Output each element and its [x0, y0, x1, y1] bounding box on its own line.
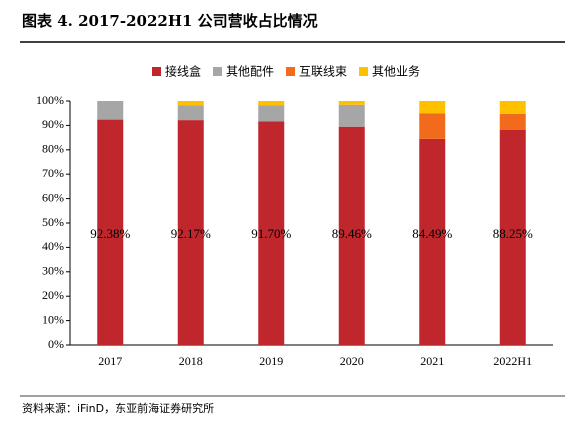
x-tick-label: 2018	[179, 354, 203, 368]
y-tick-label: 10%	[42, 312, 64, 326]
value-label: 92.17%	[171, 226, 211, 241]
value-label: 88.25%	[493, 226, 533, 241]
bar-segment	[338, 126, 365, 346]
x-tick-label: 2020	[340, 354, 364, 368]
bar-segment	[97, 119, 124, 345]
y-tick-label: 80%	[42, 142, 64, 156]
value-label: 91.70%	[251, 226, 291, 241]
bar-segment	[499, 129, 526, 345]
bar-segment	[177, 120, 204, 346]
value-label: 92.38%	[90, 226, 130, 241]
x-tick-label: 2019	[259, 354, 283, 368]
bar-segment	[338, 101, 365, 105]
y-tick-label: 90%	[42, 117, 64, 131]
y-tick-label: 0%	[48, 337, 64, 351]
value-label: 89.46%	[332, 226, 372, 241]
bar-segment	[499, 113, 526, 130]
y-tick-label: 40%	[42, 239, 64, 253]
bar-segment	[258, 105, 285, 122]
bar-segment	[258, 101, 285, 106]
y-tick-label: 60%	[42, 190, 64, 204]
bar-segment	[177, 101, 204, 106]
legend-label: 其他配件	[226, 65, 274, 79]
x-tick-label: 2021	[420, 354, 444, 368]
y-tick-label: 20%	[42, 288, 64, 302]
chart-title: 图表 4. 2017-2022H1 公司营收占比情况	[22, 12, 318, 30]
legend-swatch	[359, 67, 369, 76]
legend-swatch	[152, 67, 161, 76]
bar-segment	[419, 101, 446, 114]
bar-segment	[419, 138, 446, 345]
source: 资料来源：iFinD，东亚前海证券研究所	[22, 401, 214, 415]
x-tick-label: 2017	[98, 354, 122, 368]
bar-segment	[499, 101, 526, 114]
legend-swatch	[213, 67, 223, 76]
x-tick-label: 2022H1	[493, 354, 532, 368]
bar-segment	[338, 104, 365, 127]
bar-segment	[258, 121, 285, 345]
value-label: 84.49%	[412, 226, 452, 241]
legend-label: 其他业务	[372, 64, 420, 79]
bar-segment	[419, 113, 446, 139]
y-tick-label: 30%	[42, 264, 64, 278]
legend-label: 接线盒	[165, 64, 201, 79]
legend-swatch	[286, 67, 296, 76]
y-tick-label: 50%	[42, 215, 64, 229]
y-tick-label: 100%	[36, 93, 64, 107]
y-tick-label: 70%	[42, 166, 64, 180]
legend-label: 互联线束	[299, 65, 347, 79]
bar-segment	[97, 101, 124, 120]
bar-segment	[177, 105, 204, 121]
